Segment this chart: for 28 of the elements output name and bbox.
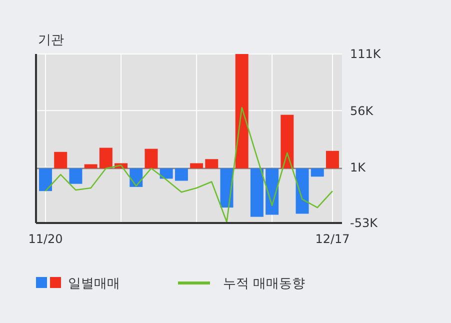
bar: [310, 168, 324, 177]
bar: [54, 152, 68, 168]
bar: [280, 114, 294, 168]
bar: [144, 148, 158, 168]
bar: [296, 168, 309, 214]
bar: [69, 168, 82, 184]
y-tick-label: -53K: [350, 216, 379, 230]
bar: [266, 168, 279, 215]
y-tick-label: 1K: [350, 160, 367, 175]
line-series: [44, 106, 334, 223]
bar: [174, 168, 188, 181]
bar: [190, 163, 204, 168]
legend-label: 일별매매: [68, 276, 120, 292]
bar: [84, 164, 98, 168]
y-tick-label: 56K: [350, 104, 374, 118]
bar: [235, 54, 248, 168]
bar: [220, 168, 234, 208]
x-tick-label: 12/17: [315, 232, 350, 246]
bar: [39, 168, 52, 192]
bar: [250, 168, 264, 217]
y-tick-label: 111K: [350, 47, 382, 62]
bar: [326, 150, 339, 168]
x-tick-label: 11/20: [28, 232, 63, 246]
legend-label: 누적 매매동향: [223, 276, 306, 292]
chart-title: 기관: [38, 33, 64, 48]
bar: [160, 168, 173, 179]
bar: [99, 148, 112, 168]
bar: [205, 159, 218, 168]
